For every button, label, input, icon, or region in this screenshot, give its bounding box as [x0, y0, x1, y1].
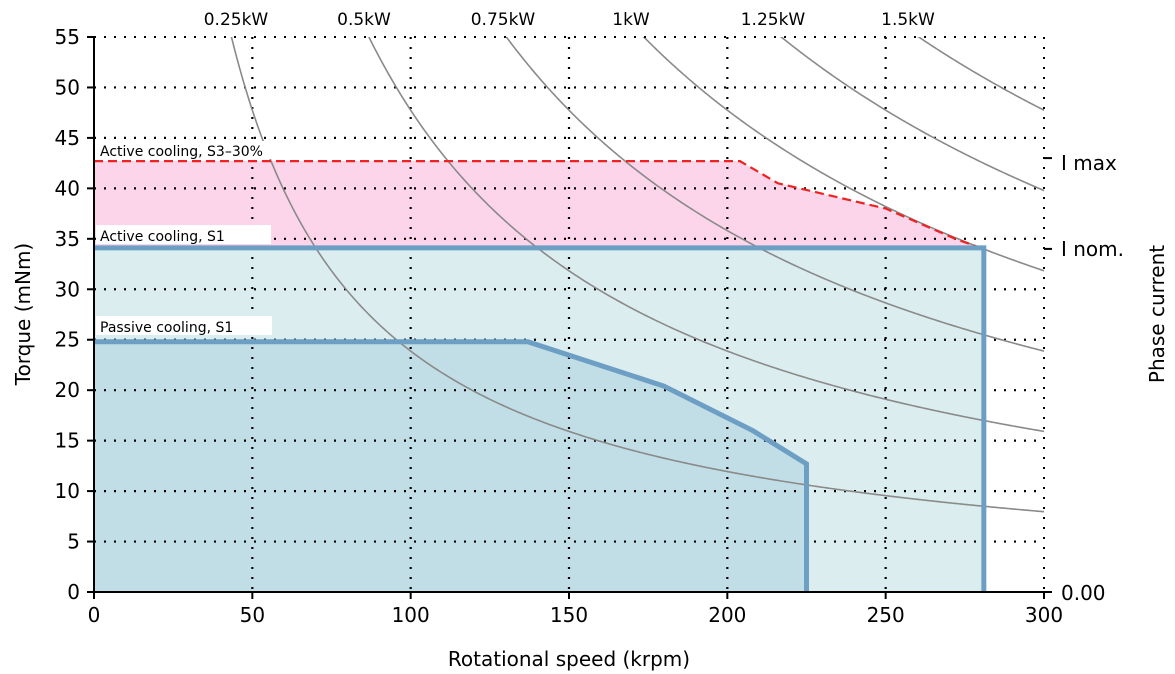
region-label-active-s1: Active cooling, S1 — [96, 225, 271, 245]
y-tick-label-8: 40 — [55, 176, 80, 200]
power-label-1.5kw: 1.5kW — [881, 10, 935, 30]
power-label-0.25kw: 0.25kW — [204, 10, 269, 30]
y2-axis-title: Phase current — [1145, 245, 1169, 383]
x-tick-label-5: 250 — [867, 603, 905, 627]
x-tick-label-0: 0 — [88, 603, 101, 627]
region-label-s3-text: Active cooling, S3–30% — [100, 144, 263, 160]
y-axis-title: Torque (mNm) — [11, 243, 35, 387]
x-tick-label-2: 100 — [392, 603, 430, 627]
x-tick-label-4: 200 — [708, 603, 746, 627]
x-tick-label-3: 150 — [550, 603, 588, 627]
y-tick-label-10: 50 — [55, 75, 80, 99]
power-curve-4 — [779, 37, 1044, 192]
right-tick-label-imax: I max — [1061, 151, 1117, 175]
right-tick-label-inom: I nom. — [1061, 237, 1124, 261]
power-curve-1 — [368, 37, 1044, 433]
power-label-1.25kw: 1.25kW — [741, 10, 806, 30]
region-fill-2 — [94, 341, 807, 592]
y-tick-label-6: 30 — [55, 277, 80, 301]
power-curve-3 — [642, 37, 1044, 272]
y-tick-label-0: 0 — [67, 580, 80, 604]
y-tick-label-3: 15 — [55, 429, 80, 453]
region-label-s3: Active cooling, S3–30% — [96, 141, 300, 160]
power-label-0.5kw: 0.5kW — [337, 10, 391, 30]
power-curves — [230, 0, 1046, 513]
gridlines — [94, 37, 1044, 592]
y-tick-label-5: 25 — [55, 328, 80, 352]
x-tick-label-1: 50 — [240, 603, 265, 627]
region-line-0 — [94, 160, 982, 249]
power-label-0.75kw: 0.75kW — [471, 10, 536, 30]
x-axis-title: Rotational speed (krpm) — [448, 647, 690, 671]
power-curve-2 — [505, 37, 1044, 352]
power-curve-6 — [851, 0, 1046, 31]
region-boundaries — [94, 160, 987, 592]
power-label-1kw: 1kW — [612, 10, 650, 30]
y-tick-label-2: 10 — [55, 479, 80, 503]
axes: 0 50 100 150 200 250 300 0 5 10 15 20 25 30 35 40 45 50 55 — [55, 25, 1064, 627]
region-line-2 — [94, 339, 809, 592]
right-tick-label-zero: 0.00 — [1061, 581, 1106, 605]
region-label-passive-s1-text: Passive cooling, S1 — [100, 320, 233, 336]
y-tick-label-7: 35 — [55, 227, 80, 251]
y-tick-label-9: 45 — [55, 126, 80, 150]
y-tick-label-4: 20 — [55, 378, 80, 402]
region-line-1 — [94, 245, 987, 592]
region-label-active-s1-text: Active cooling, S1 — [100, 229, 225, 245]
y-tick-label-11: 55 — [55, 25, 80, 49]
region-label-passive-s1: Passive cooling, S1 — [96, 316, 272, 336]
x-tick-label-6: 300 — [1025, 603, 1063, 627]
power-curve-0 — [230, 37, 1044, 513]
y-tick-label-1: 5 — [67, 530, 80, 554]
power-curve-5 — [917, 37, 1044, 112]
